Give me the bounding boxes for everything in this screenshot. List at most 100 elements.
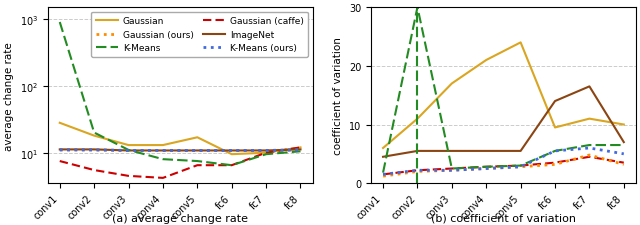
- Gaussian: [125, 144, 132, 147]
- ImageNet: [90, 148, 98, 151]
- K-Means: [159, 158, 167, 161]
- K-Means: [262, 153, 270, 156]
- Gaussian (caffe): [483, 166, 490, 168]
- Line: Gaussian: Gaussian: [60, 123, 301, 155]
- K-Means: [483, 166, 490, 168]
- Gaussian: [262, 152, 270, 154]
- Gaussian (ours): [56, 149, 63, 152]
- Gaussian (caffe): [193, 164, 201, 167]
- K-Means: [193, 160, 201, 163]
- Gaussian: [228, 153, 236, 156]
- Line: Gaussian (ours): Gaussian (ours): [60, 150, 301, 151]
- ImageNet: [297, 148, 305, 151]
- K-Means: [620, 144, 628, 147]
- K-Means (ours): [297, 149, 305, 152]
- Line: K-Means: K-Means: [60, 23, 301, 165]
- ImageNet: [380, 156, 387, 158]
- K-Means (ours): [159, 149, 167, 152]
- K-Means (ours): [448, 169, 456, 172]
- Gaussian (ours): [159, 149, 167, 152]
- K-Means (ours): [620, 153, 628, 155]
- Gaussian (caffe): [551, 162, 559, 164]
- Gaussian (ours): [193, 149, 201, 152]
- K-Means (ours): [380, 173, 387, 176]
- K-Means: [297, 150, 305, 153]
- ImageNet: [620, 141, 628, 144]
- K-Means (ours): [125, 149, 132, 152]
- Gaussian: [193, 136, 201, 139]
- ImageNet: [586, 86, 593, 88]
- Legend: Gaussian, Gaussian (ours), K-Means, Gaussian (caffe), ImageNet, K-Means (ours): Gaussian, Gaussian (ours), K-Means, Gaus…: [91, 13, 308, 57]
- Gaussian (caffe): [56, 160, 63, 163]
- Gaussian: [380, 147, 387, 150]
- Y-axis label: average change rate: average change rate: [4, 42, 14, 150]
- ImageNet: [483, 150, 490, 153]
- Gaussian (caffe): [125, 175, 132, 178]
- Gaussian: [413, 118, 421, 120]
- Gaussian: [159, 144, 167, 147]
- K-Means: [90, 132, 98, 134]
- Gaussian: [586, 118, 593, 120]
- Gaussian (ours): [413, 170, 421, 173]
- Gaussian (ours): [125, 149, 132, 152]
- Gaussian: [448, 83, 456, 86]
- K-Means: [551, 150, 559, 153]
- K-Means: [228, 164, 236, 167]
- Y-axis label: coefficient of variation: coefficient of variation: [333, 37, 344, 154]
- K-Means (ours): [551, 150, 559, 153]
- K-Means (ours): [56, 149, 63, 152]
- Gaussian (ours): [297, 149, 305, 152]
- Line: Gaussian (ours): Gaussian (ours): [383, 155, 624, 176]
- K-Means: [586, 144, 593, 147]
- K-Means (ours): [90, 149, 98, 152]
- Gaussian (ours): [620, 163, 628, 166]
- Gaussian: [90, 135, 98, 137]
- Gaussian (ours): [90, 149, 98, 152]
- Gaussian (caffe): [297, 146, 305, 149]
- Gaussian: [620, 124, 628, 126]
- Line: K-Means (ours): K-Means (ours): [383, 148, 624, 175]
- Text: (a) average change rate: (a) average change rate: [112, 213, 248, 223]
- ImageNet: [413, 150, 421, 153]
- Gaussian: [551, 126, 559, 129]
- ImageNet: [551, 100, 559, 103]
- Gaussian: [483, 59, 490, 62]
- K-Means (ours): [483, 167, 490, 170]
- Gaussian (caffe): [516, 164, 524, 167]
- Gaussian (caffe): [262, 152, 270, 154]
- Text: (b) coefficient of variation: (b) coefficient of variation: [431, 213, 576, 223]
- Gaussian (ours): [516, 166, 524, 168]
- K-Means (ours): [193, 149, 201, 152]
- K-Means: [380, 171, 387, 174]
- K-Means: [413, 7, 421, 9]
- Gaussian: [516, 42, 524, 45]
- K-Means (ours): [228, 149, 236, 152]
- Gaussian (ours): [228, 149, 236, 152]
- ImageNet: [448, 150, 456, 153]
- Gaussian (caffe): [228, 164, 236, 167]
- Gaussian: [297, 146, 305, 149]
- Gaussian (caffe): [380, 173, 387, 176]
- Line: ImageNet: ImageNet: [60, 150, 301, 151]
- ImageNet: [125, 149, 132, 152]
- ImageNet: [193, 149, 201, 152]
- ImageNet: [516, 150, 524, 153]
- Line: K-Means (ours): K-Means (ours): [60, 150, 301, 151]
- K-Means (ours): [262, 149, 270, 152]
- Line: Gaussian (caffe): Gaussian (caffe): [383, 157, 624, 175]
- Line: Gaussian: Gaussian: [383, 43, 624, 148]
- Gaussian (caffe): [586, 156, 593, 158]
- ImageNet: [228, 149, 236, 152]
- Gaussian (caffe): [159, 177, 167, 180]
- Line: ImageNet: ImageNet: [383, 87, 624, 157]
- K-Means (ours): [413, 169, 421, 172]
- Gaussian (caffe): [90, 169, 98, 172]
- Line: K-Means: K-Means: [383, 8, 624, 173]
- K-Means (ours): [586, 147, 593, 150]
- Gaussian (caffe): [448, 167, 456, 170]
- K-Means: [56, 22, 63, 24]
- K-Means (ours): [516, 166, 524, 168]
- Gaussian (ours): [483, 167, 490, 170]
- Gaussian (ours): [586, 154, 593, 157]
- K-Means: [516, 164, 524, 167]
